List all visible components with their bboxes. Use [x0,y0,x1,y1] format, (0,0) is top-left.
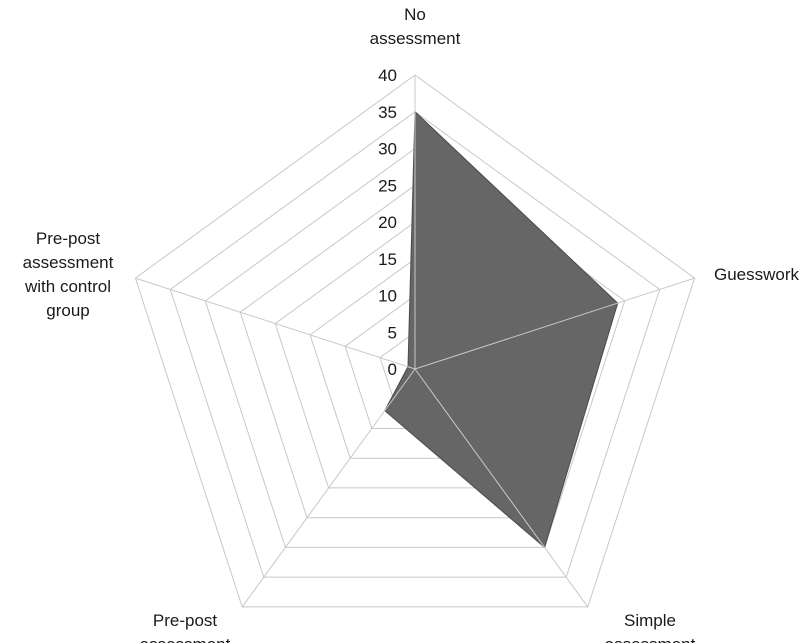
category-label-line: Simple [624,611,676,630]
axis-spoke [135,277,416,370]
tick-label: 5 [388,323,397,342]
tick-label: 25 [378,176,397,195]
category-label-line: Pre-post [153,611,218,630]
tick-label: 0 [388,360,397,379]
category-label: Pre-post assessment [140,611,231,643]
axis-spoke [414,368,589,608]
category-label-line: assessment [370,29,461,48]
tick-label: 15 [378,250,397,269]
axis-spoke [241,368,416,608]
category-label-line: Pre-post [36,229,101,248]
category-label-line: group [46,301,89,320]
category-label: Guesswork [714,265,800,284]
category-label-line: assessment [23,253,114,272]
tick-label: 40 [378,66,397,85]
tick-label: 30 [378,140,397,159]
series-layer [384,110,619,549]
grid-ring [204,147,626,548]
category-label-line: with control [24,277,111,296]
grid-ring [169,111,661,578]
category-label: Pre-post assessment with control group [23,229,114,320]
category-label: Simple assessment [605,611,696,643]
grid-ring [134,74,696,608]
tick-label: 35 [378,103,397,122]
axis-spoke [414,277,695,370]
category-label-line: No [404,5,426,24]
axis-layer [135,75,695,608]
tick-label: 20 [378,213,397,232]
tick-label: 10 [378,287,397,306]
category-label: No assessment [370,5,461,48]
category-label-line: Guesswork [714,265,800,284]
category-label-line: assessment [140,635,231,643]
series-area [384,110,619,549]
tick-labels: 0 5 10 15 20 25 30 35 40 [378,66,397,379]
category-label-line: assessment [605,635,696,643]
category-labels: NoassessmentGuessworkSimpleassessmentPre… [23,5,800,643]
